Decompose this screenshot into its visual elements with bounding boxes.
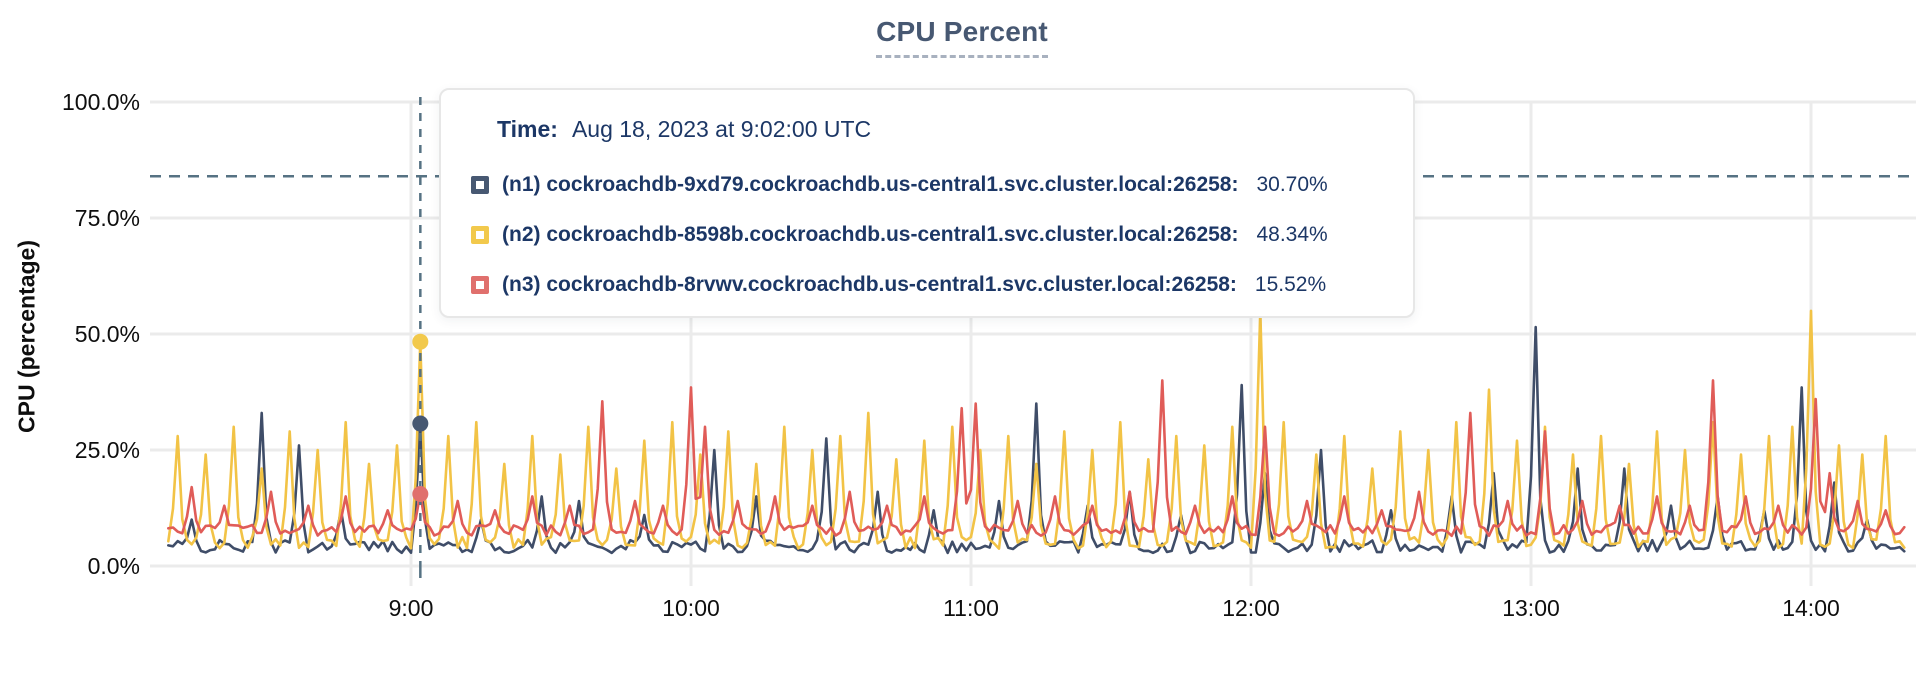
n1-series-value: 30.70% xyxy=(1256,173,1328,196)
cursor-dot-n2 xyxy=(412,333,429,350)
chart-tooltip: Time: Aug 18, 2023 at 9:02:00 UTC (n1) co… xyxy=(439,88,1415,318)
y-tick-label: 75.0% xyxy=(75,205,140,231)
x-tick-label: 10:00 xyxy=(662,595,720,621)
chart-header: CPU Percent xyxy=(0,16,1924,58)
n2-series-value: 48.34% xyxy=(1256,223,1328,246)
tooltip-time-value: Aug 18, 2023 at 9:02:00 UTC xyxy=(571,116,872,142)
series-line-n2 xyxy=(167,309,1906,550)
y-tick-label: 25.0% xyxy=(75,437,140,463)
cursor-dot-n1 xyxy=(412,415,429,432)
chart-title[interactable]: CPU Percent xyxy=(876,16,1048,58)
x-tick-label: 11:00 xyxy=(943,595,999,621)
x-tick-label: 9:00 xyxy=(389,595,434,621)
series-line-n3 xyxy=(167,379,1906,538)
n2-series-label: (n2) cockroachdb-8598b.cockroachdb.us-ce… xyxy=(502,223,1239,246)
x-tick-label: 13:00 xyxy=(1502,595,1560,621)
x-tick-label: 12:00 xyxy=(1222,595,1280,621)
x-tick-label: 14:00 xyxy=(1782,595,1840,621)
y-tick-label: 50.0% xyxy=(75,321,140,347)
tooltip-series-row: (n2) cockroachdb-8598b.cockroachdb.us-ce… xyxy=(471,222,1383,248)
y-tick-label: 100.0% xyxy=(62,89,140,115)
tooltip-time-label: Time: xyxy=(497,116,558,142)
n3-series-value: 15.52% xyxy=(1254,273,1327,296)
n3-series-label: (n3) cockroachdb-8rvwv.cockroachdb.us-ce… xyxy=(502,273,1237,296)
tooltip-time-row: Time: Aug 18, 2023 at 9:02:00 UTC xyxy=(497,116,1383,142)
n2-legend-swatch-icon xyxy=(471,226,489,244)
n1-legend-swatch-icon xyxy=(471,176,489,194)
n1-series-label: (n1) cockroachdb-9xd79.cockroachdb.us-ce… xyxy=(502,173,1239,196)
tooltip-series-row: (n1) cockroachdb-9xd79.cockroachdb.us-ce… xyxy=(471,172,1383,198)
tooltip-series-row: (n3) cockroachdb-8rvwv.cockroachdb.us-ce… xyxy=(471,272,1383,298)
cursor-dot-n3 xyxy=(412,485,429,502)
y-tick-label: 0.0% xyxy=(88,553,140,579)
n3-legend-swatch-icon xyxy=(471,276,489,294)
